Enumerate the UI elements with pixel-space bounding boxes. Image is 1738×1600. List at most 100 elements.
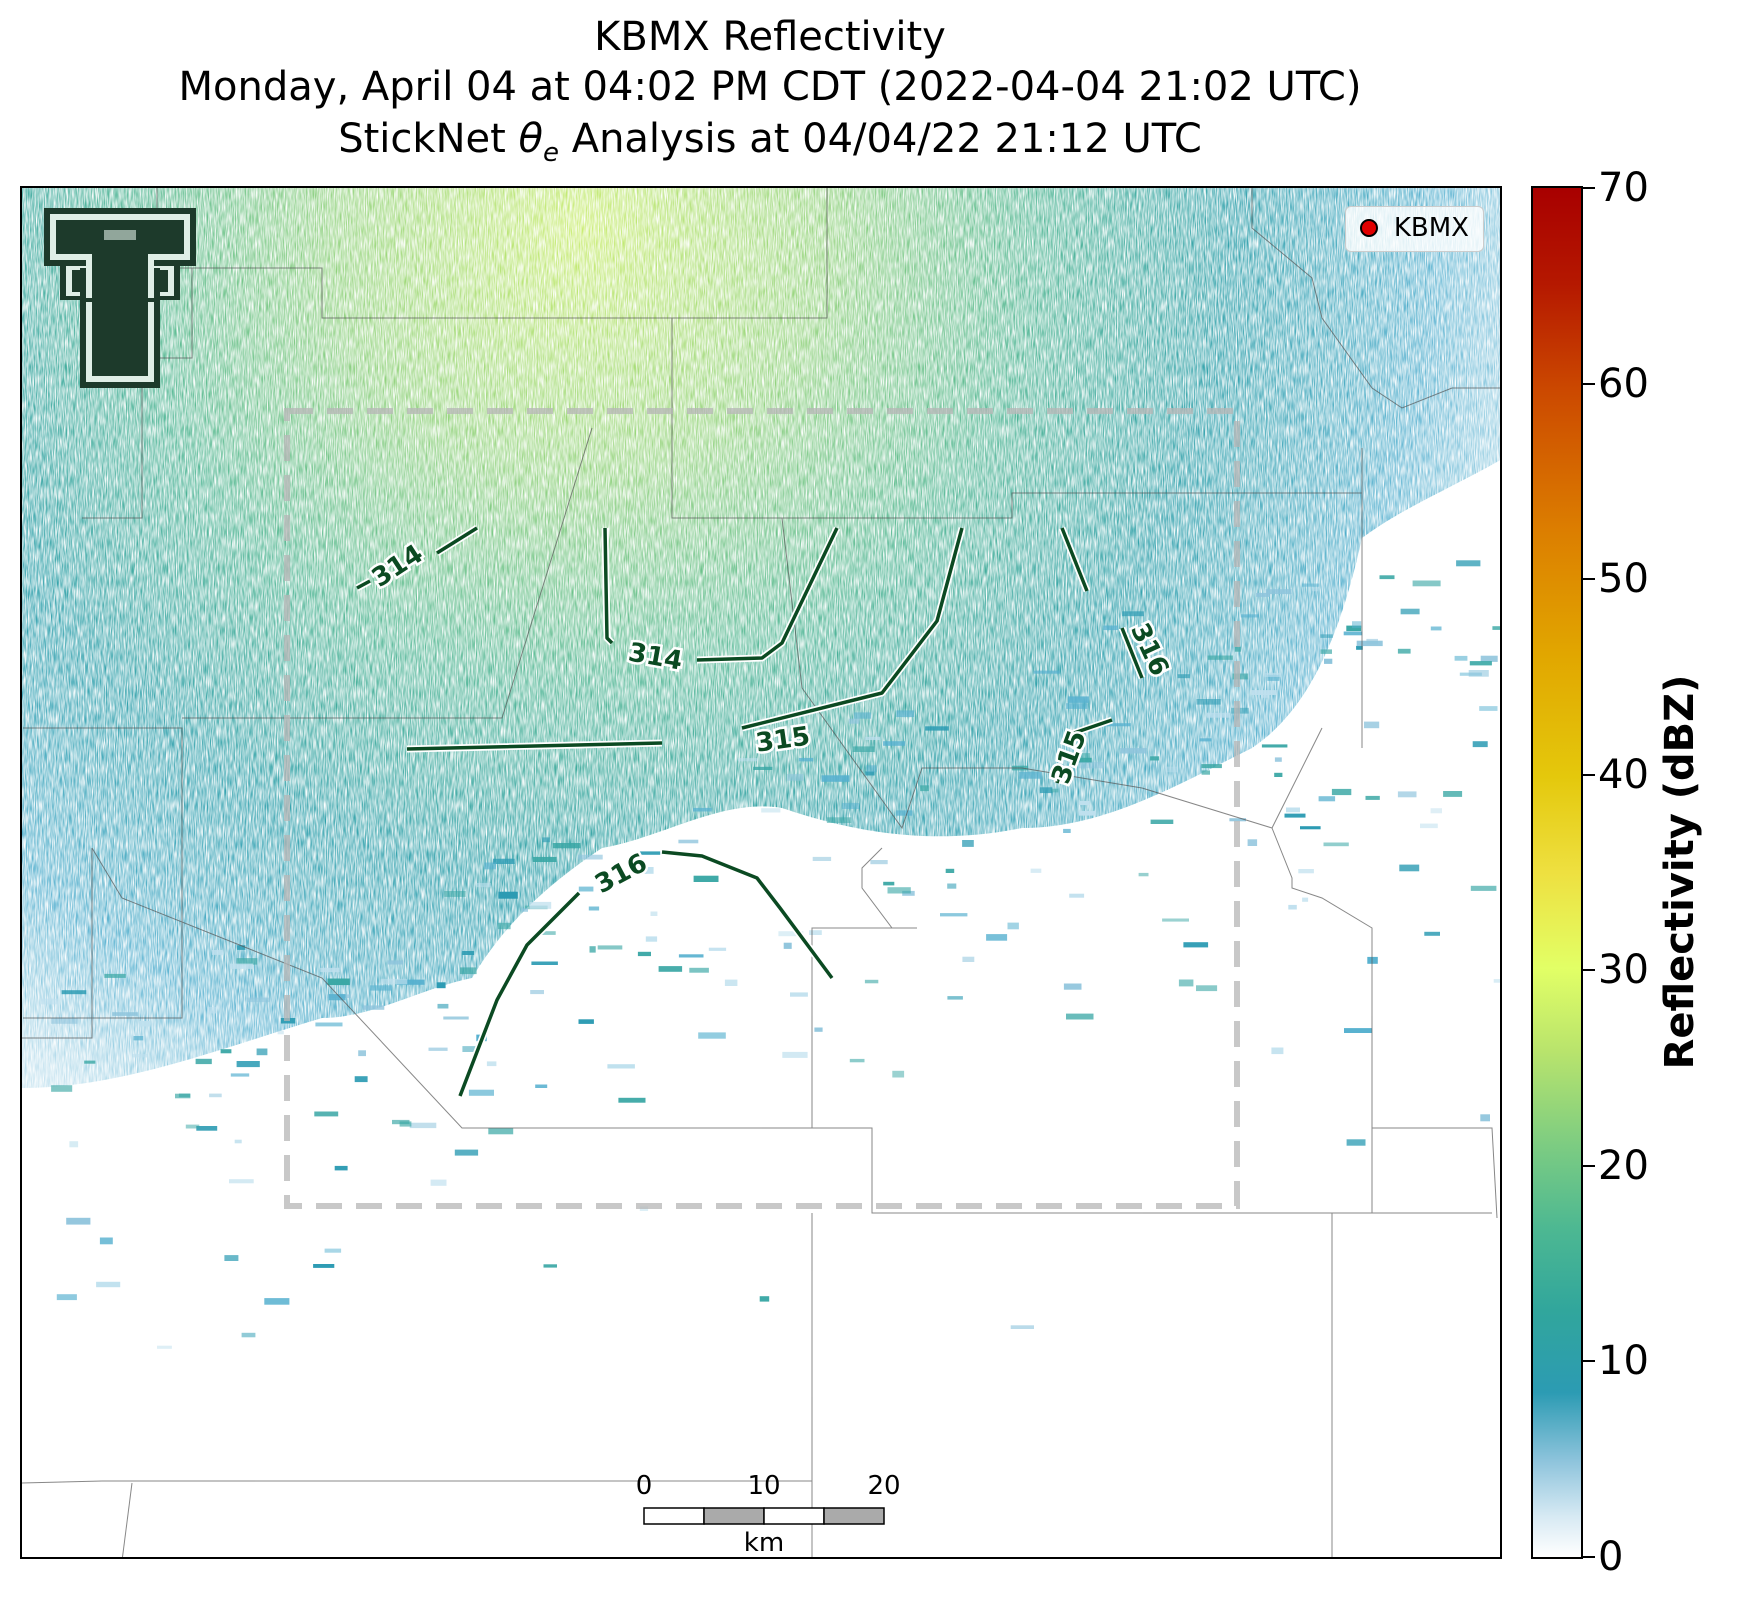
echo-pixel — [1267, 674, 1280, 681]
echo-pixel — [1469, 661, 1492, 666]
echo-pixel — [328, 994, 346, 1001]
echo-pixel — [1256, 592, 1271, 597]
echo-pixel — [1265, 589, 1292, 595]
echo-pixel — [947, 996, 963, 1000]
echo-pixel — [693, 807, 712, 812]
echo-pixel — [782, 1051, 808, 1058]
echo-pixel — [761, 808, 781, 813]
echo-pixel — [535, 1084, 548, 1088]
echo-pixel — [436, 982, 446, 989]
echo-pixel — [1312, 587, 1319, 592]
echo-pixel — [787, 774, 804, 781]
echo-pixel — [334, 1165, 348, 1171]
echo-pixel — [1480, 1114, 1490, 1122]
echo-pixel — [853, 712, 872, 719]
echo-pixel — [896, 710, 915, 718]
echo-pixel — [1379, 575, 1395, 580]
echo-pixel — [229, 963, 253, 969]
echo-pixel — [1300, 826, 1321, 830]
echo-pixel — [315, 1022, 343, 1027]
echo-pixel — [1343, 631, 1363, 636]
echo-pixel — [476, 883, 491, 888]
echo-pixel — [256, 1048, 268, 1056]
echo-pixel — [409, 1122, 437, 1129]
echo-pixel — [1367, 956, 1378, 964]
echo-pixel — [1207, 712, 1230, 718]
colorbar-tick-label: 50 — [1598, 556, 1649, 603]
echo-pixel — [1492, 626, 1500, 630]
echo-pixel — [99, 1237, 113, 1245]
echo-pixel — [241, 1332, 256, 1338]
echo-pixel — [1412, 580, 1441, 587]
echo-pixel — [1286, 807, 1300, 813]
echo-pixel — [1066, 703, 1088, 709]
echo-pixel — [1071, 757, 1092, 763]
chart-subtitle-analysis: StickNet θe Analysis at 04/04/22 21:12 U… — [0, 116, 1540, 176]
echo-pixel — [51, 1085, 73, 1092]
echo-pixel — [530, 990, 544, 995]
echo-pixel — [589, 946, 596, 953]
colorbar-tick-label: 70 — [1598, 165, 1649, 211]
echo-pixel — [209, 1093, 222, 1098]
echo-pixel — [986, 934, 1008, 941]
echo-pixel — [1199, 738, 1212, 742]
echo-pixel — [883, 881, 895, 886]
echo-pixel — [552, 843, 581, 849]
echo-pixel — [650, 911, 658, 916]
echo-pixel — [1364, 721, 1380, 729]
echo-pixel — [1397, 791, 1417, 798]
echo-pixel — [1247, 839, 1258, 846]
echo-pixel — [887, 887, 911, 894]
echo-pixel — [1261, 744, 1288, 748]
echo-pixel — [1078, 810, 1096, 816]
echo-pixel — [324, 1248, 342, 1253]
echo-pixel — [1320, 649, 1332, 654]
echo-pixel — [543, 1264, 557, 1268]
echo-pixel — [790, 992, 808, 997]
echo-pixel — [607, 1064, 635, 1069]
echo-pixel — [529, 901, 552, 909]
echo-pixel — [962, 840, 974, 847]
echo-pixel — [962, 956, 975, 962]
echo-pixel — [314, 1111, 339, 1117]
echo-pixel — [1069, 893, 1085, 898]
analysis-domain-box — [284, 408, 1240, 1209]
echo-pixel — [211, 950, 223, 955]
echo-pixel — [821, 775, 850, 782]
echo-pixel — [1229, 818, 1246, 822]
echo-pixel — [708, 947, 727, 951]
radar-map[interactable]: 314 314 315 315 316 316 — [20, 186, 1502, 1559]
echo-pixel — [313, 1264, 335, 1268]
echo-pixel — [1323, 842, 1349, 847]
echo-pixel — [246, 997, 270, 1003]
echo-pixel — [1196, 985, 1218, 992]
echo-pixel — [66, 1217, 91, 1225]
echo-pixel — [737, 758, 758, 762]
theta-e-contours-core — [356, 526, 1144, 1097]
echo-pixel — [826, 817, 852, 823]
echo-pixel — [229, 1179, 254, 1184]
echo-pixel — [430, 1179, 447, 1186]
echo-pixel — [809, 930, 822, 935]
echo-pixel — [1150, 819, 1174, 824]
echo-pixel — [370, 985, 393, 991]
echo-pixel — [778, 931, 804, 937]
echo-pixel — [56, 1294, 77, 1301]
echo-pixel — [185, 1124, 200, 1129]
echo-pixel — [759, 1296, 770, 1302]
echo-pixel — [783, 942, 792, 949]
echo-pixel — [327, 978, 350, 986]
colorbar-tick-label: 0 — [1598, 1534, 1624, 1580]
echo-pixel — [1063, 828, 1071, 833]
echo-pixel — [1456, 560, 1481, 567]
theta-subscript: e — [542, 138, 559, 168]
echo-pixel — [531, 961, 558, 965]
echo-pixel — [658, 966, 683, 972]
echo-pixel — [1424, 931, 1440, 936]
echo-pixel — [1077, 753, 1091, 759]
map-legend: KBMX — [1344, 206, 1484, 252]
echo-pixel — [112, 1012, 138, 1016]
radar-site-marker-icon — [1359, 219, 1378, 237]
echo-pixel — [814, 1027, 823, 1032]
analysis-suffix: Analysis at 04/04/22 21:12 UTC — [558, 116, 1202, 162]
